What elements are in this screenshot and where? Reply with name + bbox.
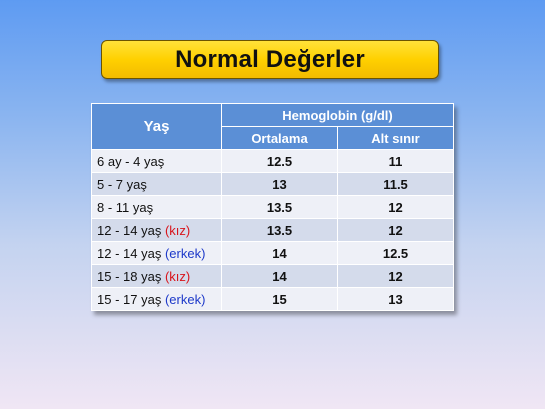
- table-row: 12 - 14 yaş (kız) 13.5 12: [91, 218, 455, 242]
- age-cell: 6 ay - 4 yaş: [91, 149, 222, 173]
- lower-limit-cell: 11.5: [336, 172, 455, 196]
- mean-cell: 13.5: [221, 218, 338, 242]
- mean-cell: 15: [221, 287, 338, 311]
- header-lower-limit: Alt sınır: [336, 126, 455, 150]
- header-hemoglobin: Hemoglobin (g/dl): [220, 103, 455, 127]
- table-row: 15 - 18 yaş (kız) 14 12: [91, 264, 455, 288]
- header-age: Yaş: [91, 103, 222, 150]
- mean-cell: 13.5: [221, 195, 338, 219]
- table-row: 5 - 7 yaş 13 11.5: [91, 172, 455, 196]
- title-box: Normal Değerler: [101, 40, 439, 79]
- lower-limit-cell: 12: [336, 218, 455, 242]
- male-tag: (erkek): [164, 245, 206, 261]
- age-label: 12 - 14 yaş: [97, 245, 162, 261]
- age-label: 6 ay - 4 yaş: [97, 153, 165, 169]
- age-label: 15 - 18 yaş: [97, 268, 162, 284]
- age-cell: 5 - 7 yaş: [91, 172, 222, 196]
- age-label: 5 - 7 yaş: [97, 176, 147, 192]
- table-row: 8 - 11 yaş 13.5 12: [91, 195, 455, 219]
- age-cell: 15 - 18 yaş (kız): [91, 264, 222, 288]
- table-row: 12 - 14 yaş (erkek) 14 12.5: [91, 241, 455, 265]
- header-mean: Ortalama: [221, 126, 338, 150]
- age-cell: 15 - 17 yaş (erkek): [91, 287, 222, 311]
- mean-cell: 14: [221, 241, 338, 265]
- lower-limit-cell: 12: [336, 195, 455, 219]
- table-row: 15 - 17 yaş (erkek) 15 13: [91, 287, 455, 311]
- lower-limit-cell: 11: [336, 149, 455, 173]
- age-cell: 8 - 11 yaş: [91, 195, 222, 219]
- mean-cell: 12.5: [221, 149, 338, 173]
- mean-cell: 13: [221, 172, 338, 196]
- age-label: 15 - 17 yaş: [97, 291, 162, 307]
- age-label: 8 - 11 yaş: [97, 199, 154, 215]
- hemoglobin-table: Yaş Hemoglobin (g/dl) Ortalama Alt sınır…: [91, 103, 455, 311]
- slide-title: Normal Değerler: [175, 45, 365, 73]
- lower-limit-cell: 12.5: [336, 241, 455, 265]
- female-tag: (kız): [164, 222, 191, 238]
- age-label: 12 - 14 yaş: [97, 222, 162, 238]
- female-tag: (kız): [164, 268, 191, 284]
- age-cell: 12 - 14 yaş (kız): [91, 218, 222, 242]
- age-cell: 12 - 14 yaş (erkek): [91, 241, 222, 265]
- lower-limit-cell: 12: [336, 264, 455, 288]
- male-tag: (erkek): [164, 291, 206, 307]
- lower-limit-cell: 13: [336, 287, 455, 311]
- mean-cell: 14: [221, 264, 338, 288]
- table-row: 6 ay - 4 yaş 12.5 11: [91, 149, 455, 173]
